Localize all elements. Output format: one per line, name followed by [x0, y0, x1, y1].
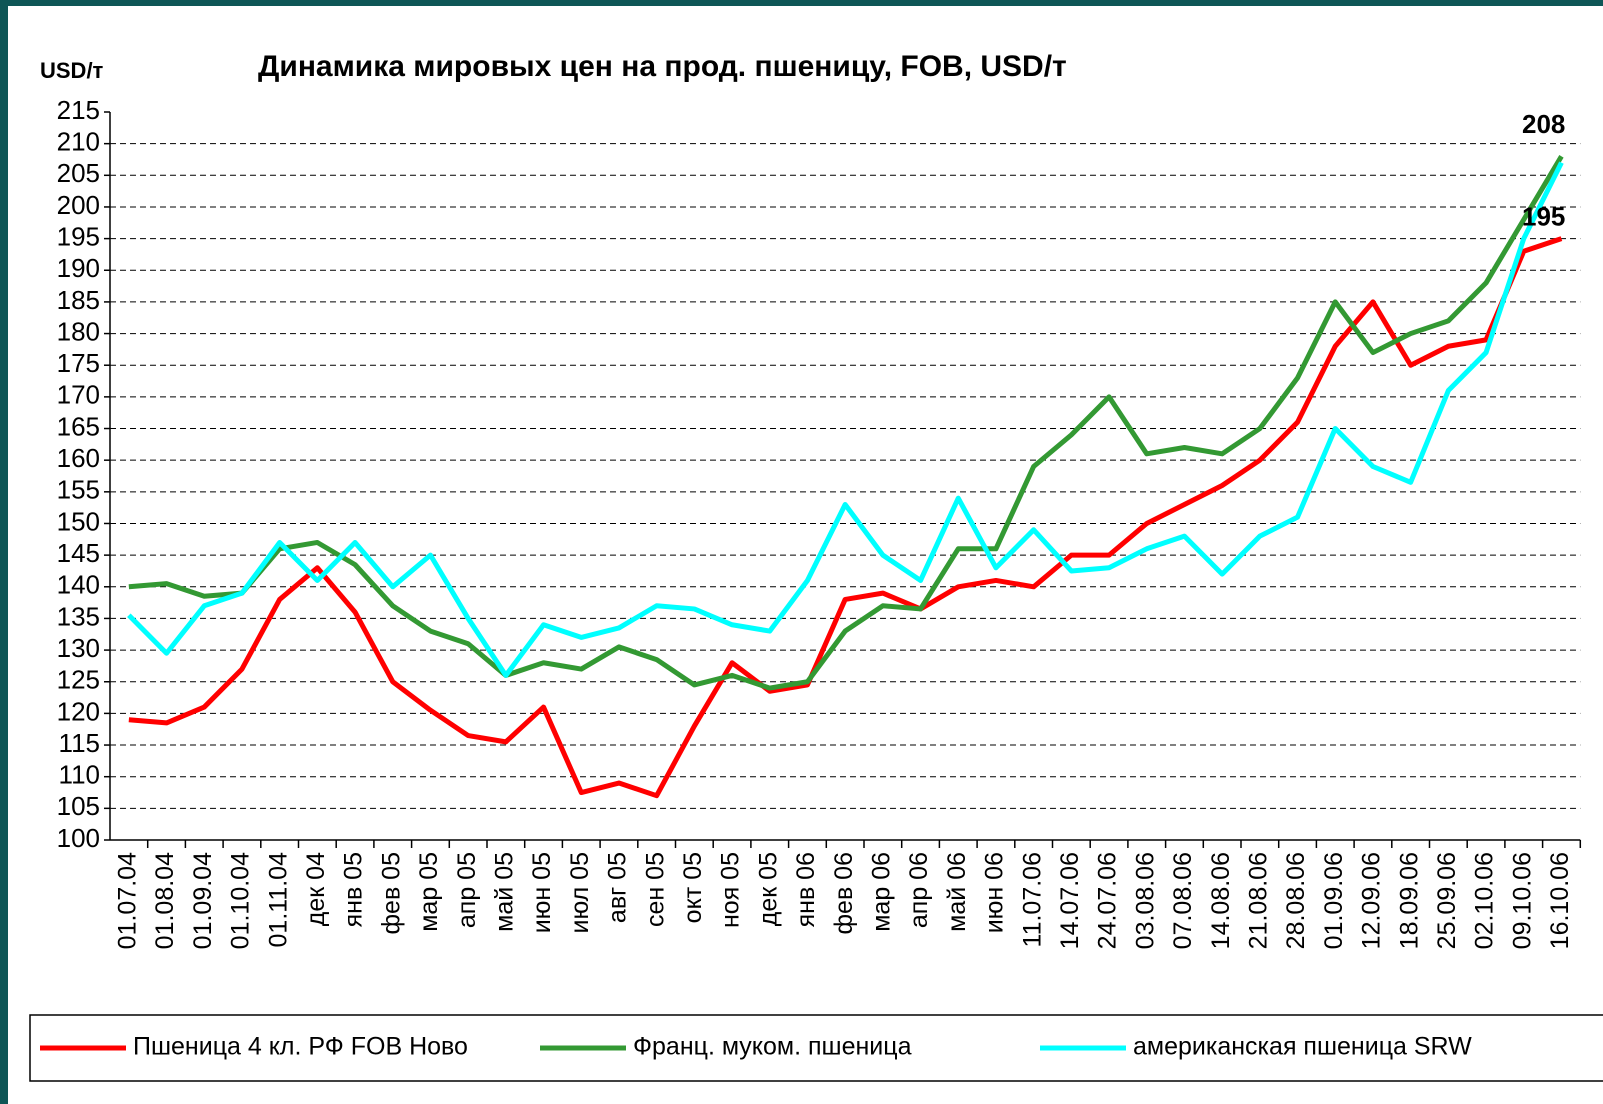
y-tick-label: 210 [57, 127, 100, 157]
x-tick-label: 14.08.06 [1207, 852, 1235, 949]
x-tick-label: 01.07.04 [113, 852, 141, 949]
y-tick-label: 205 [57, 158, 100, 188]
y-tick-label: 180 [57, 316, 100, 346]
x-tick-label: 21.08.06 [1244, 852, 1272, 949]
annotation: 195 [1522, 201, 1565, 231]
legend-box [29, 1014, 1603, 1082]
y-tick-label: 120 [57, 696, 100, 726]
x-tick-label: 09.10.06 [1508, 852, 1536, 949]
x-tick-label: янв 05 [340, 852, 368, 927]
y-tick-label: 110 [59, 760, 100, 790]
x-tick-label: апр 05 [453, 852, 481, 928]
x-tick-label: июл 05 [566, 852, 594, 934]
x-tick-label: 01.09.06 [1320, 852, 1348, 949]
x-tick-label: фев 05 [377, 852, 405, 935]
y-tick-label: 130 [57, 633, 100, 663]
y-tick-label: 165 [57, 411, 100, 441]
y-tick-label: 145 [57, 538, 100, 568]
y-tick-label: 200 [57, 190, 100, 220]
x-tick-label: апр 06 [905, 852, 933, 928]
series-line [128, 155, 1564, 691]
x-tick-label: 01.08.04 [151, 852, 179, 949]
y-tick-label: 185 [57, 285, 100, 315]
x-tick-label: 24.07.06 [1094, 852, 1122, 949]
y-tick-label: 125 [57, 665, 100, 695]
x-tick-label: янв 06 [792, 852, 820, 927]
x-tick-label: 18.09.06 [1395, 852, 1423, 949]
x-tick-label: май 06 [943, 852, 971, 932]
x-tick-label: 01.10.04 [227, 852, 255, 949]
y-tick-label: 135 [57, 601, 100, 631]
x-tick-label: сен 05 [641, 852, 669, 927]
series-line [127, 161, 1564, 678]
y-tick-label: 150 [57, 506, 100, 536]
x-tick-label: дек 04 [302, 852, 330, 926]
x-tick-label: 12.09.06 [1358, 852, 1386, 949]
x-tick-label: фев 06 [830, 852, 858, 935]
chart-title: Динамика мировых цен на прод. пшеницу, F… [258, 50, 1067, 83]
y-tick-label: 115 [59, 728, 100, 758]
y-axis-label: USD/т [40, 58, 104, 83]
x-tick-label: мар 05 [415, 852, 443, 932]
x-tick-label: дек 05 [754, 852, 782, 926]
y-tick-label: 170 [57, 380, 100, 410]
x-tick-label: ноя 05 [717, 852, 745, 928]
legend-label: Пшеница 4 кл. РФ FOB Ново [133, 1033, 468, 1061]
x-tick-label: 11.07.06 [1018, 852, 1046, 947]
series-line [128, 236, 1563, 799]
x-tick-label: июн 05 [528, 852, 556, 933]
x-tick-label: май 05 [490, 852, 518, 932]
x-tick-label: 28.08.06 [1282, 852, 1310, 949]
x-tick-label: авг 05 [604, 852, 632, 923]
x-tick-label: 14.07.06 [1056, 852, 1084, 949]
x-tick-label: мар 06 [867, 852, 895, 932]
annotation: 208 [1522, 109, 1565, 139]
y-tick-label: 190 [57, 253, 100, 283]
x-tick-label: окт 05 [679, 852, 707, 923]
y-tick-label: 215 [57, 95, 100, 125]
y-tick-label: 175 [57, 348, 100, 378]
x-tick-label: 01.09.04 [189, 852, 217, 949]
y-tick-label: 100 [57, 823, 100, 853]
x-tick-label: 07.08.06 [1169, 852, 1197, 949]
y-tick-label: 155 [57, 475, 100, 505]
x-tick-label: 16.10.06 [1546, 852, 1574, 949]
x-tick-label: 25.09.06 [1433, 852, 1461, 949]
legend-label: американская пшеница SRW [1133, 1033, 1472, 1061]
y-tick-label: 195 [57, 221, 100, 251]
x-tick-label: 01.11.04 [264, 852, 292, 948]
y-tick-label: 105 [57, 791, 100, 821]
y-tick-label: 160 [57, 443, 100, 473]
x-tick-label: 03.08.06 [1131, 852, 1159, 949]
y-tick-label: 140 [57, 570, 100, 600]
legend-label: Франц. муком. пшеница [633, 1033, 912, 1061]
x-tick-label: июн 06 [981, 852, 1009, 933]
x-tick-label: 02.10.06 [1471, 852, 1499, 949]
